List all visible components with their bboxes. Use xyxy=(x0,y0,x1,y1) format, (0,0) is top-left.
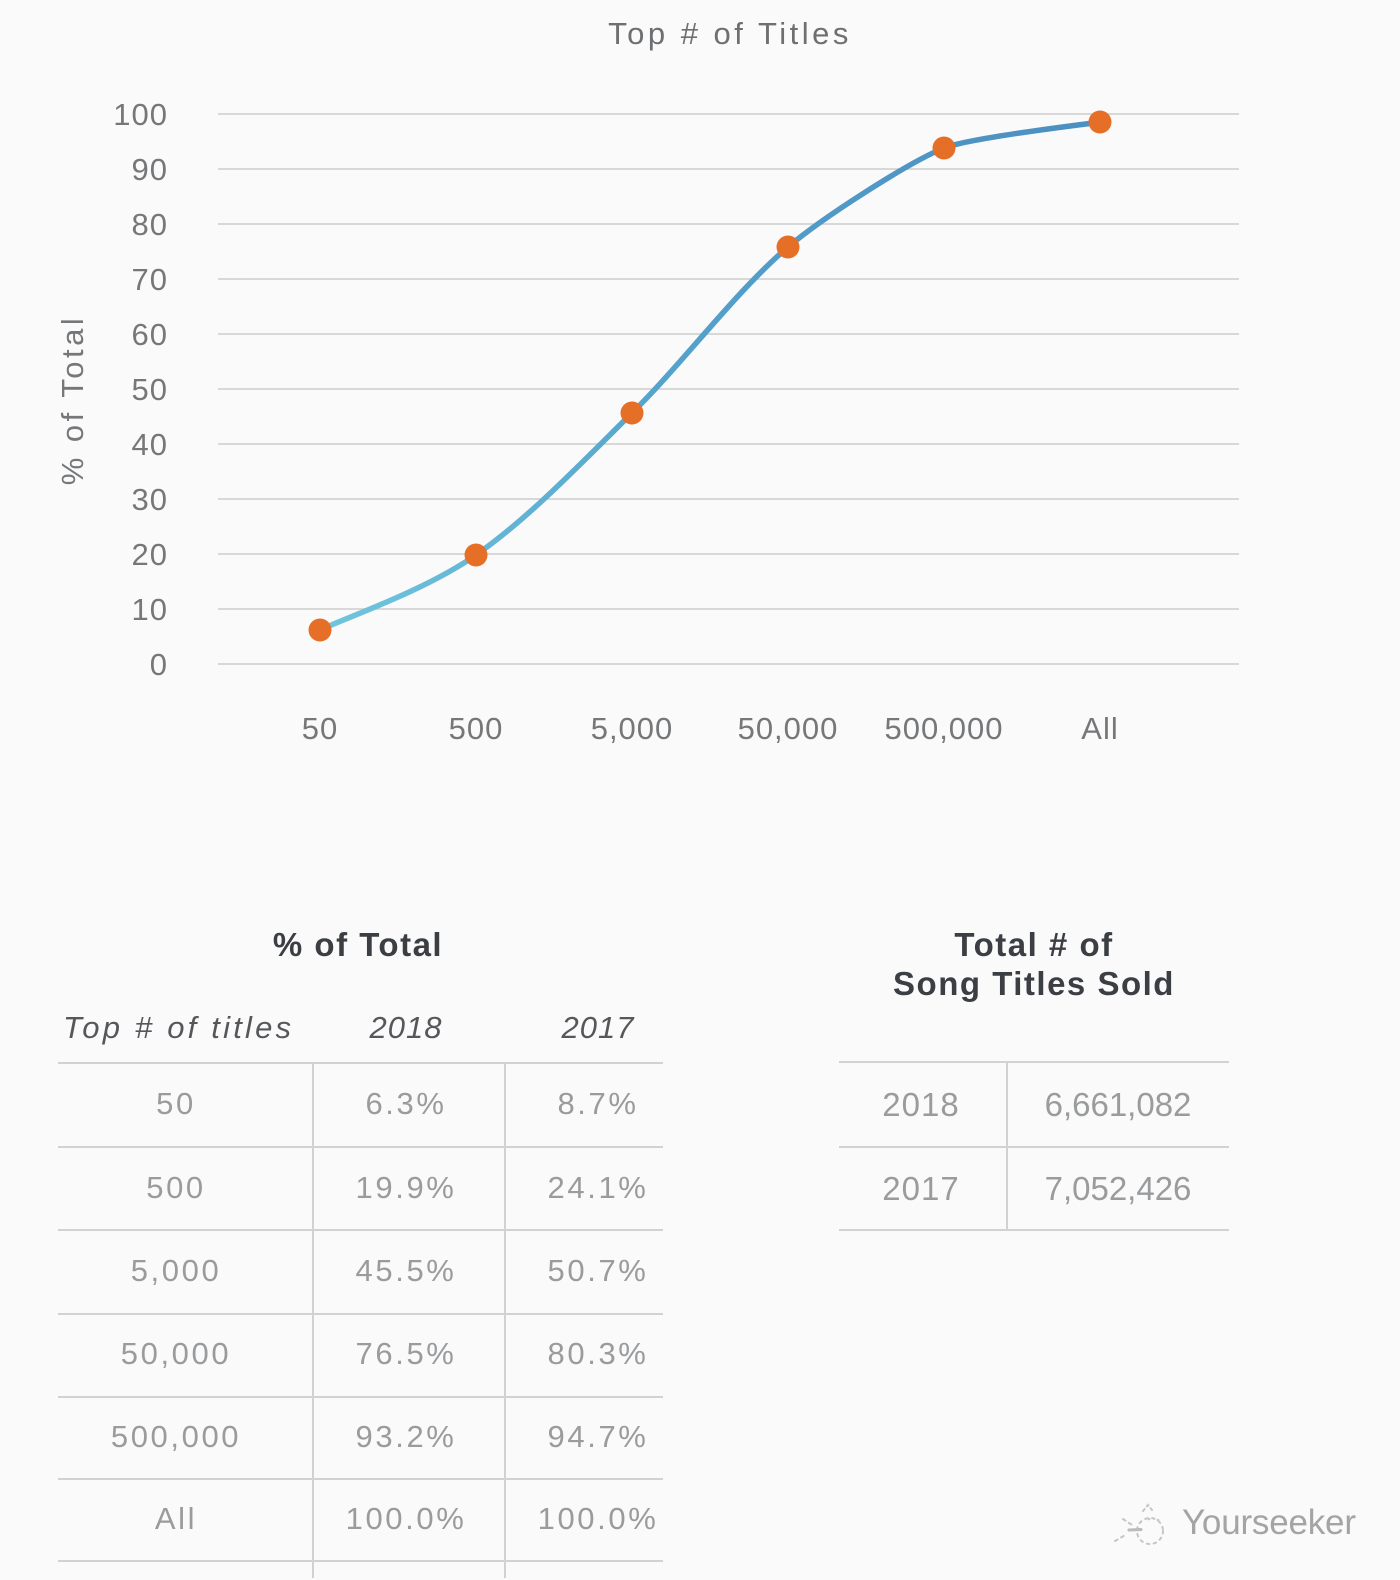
svg-text:70: 70 xyxy=(132,262,168,297)
svg-text:90: 90 xyxy=(132,152,168,187)
svg-text:500,000: 500,000 xyxy=(884,711,1003,746)
svg-text:50: 50 xyxy=(132,372,168,407)
svg-text:30: 30 xyxy=(132,482,168,517)
svg-text:50,000: 50,000 xyxy=(738,711,839,746)
svg-text:100: 100 xyxy=(113,97,168,132)
svg-text:60: 60 xyxy=(132,317,168,352)
svg-text:50: 50 xyxy=(302,711,338,746)
svg-text:5,000: 5,000 xyxy=(591,711,674,746)
svg-text:20: 20 xyxy=(132,537,168,572)
svg-text:% of Total: % of Total xyxy=(55,315,90,486)
svg-text:All: All xyxy=(1081,711,1118,746)
svg-text:80: 80 xyxy=(132,207,168,242)
svg-text:0: 0 xyxy=(150,647,168,682)
svg-text:Top # of Titles: Top # of Titles xyxy=(608,16,852,51)
svg-text:500: 500 xyxy=(449,711,504,746)
svg-text:40: 40 xyxy=(132,427,168,462)
svg-text:10: 10 xyxy=(132,592,168,627)
